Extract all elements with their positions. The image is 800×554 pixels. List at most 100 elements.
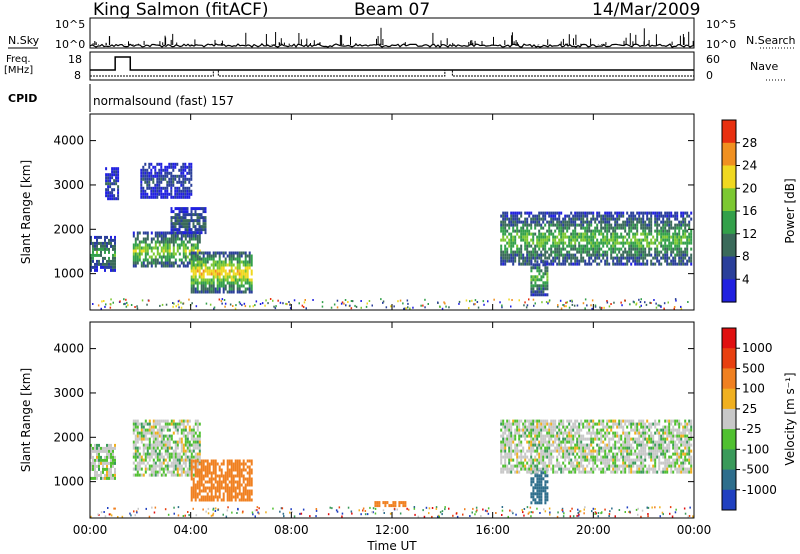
speckle bbox=[601, 511, 603, 514]
speckle bbox=[594, 304, 597, 307]
speckle bbox=[565, 305, 567, 308]
speckle bbox=[655, 302, 657, 305]
speckle bbox=[393, 305, 395, 308]
speckle bbox=[134, 306, 136, 308]
speckle bbox=[559, 299, 562, 302]
nsearch-spike bbox=[440, 40, 442, 45]
y-tick-label: 2000 bbox=[53, 222, 84, 236]
nsearch-spike bbox=[283, 42, 285, 45]
speckle bbox=[591, 510, 593, 513]
speckle bbox=[591, 307, 593, 310]
colorbar-tick-label: 12 bbox=[742, 227, 757, 241]
speckle bbox=[471, 511, 473, 514]
speckle bbox=[264, 304, 266, 307]
speckle bbox=[510, 305, 512, 308]
x-tick-label: 04:00 bbox=[173, 523, 208, 537]
speckle bbox=[389, 512, 392, 515]
speckle bbox=[187, 511, 189, 513]
speckle bbox=[515, 513, 517, 516]
colorbar-swatch bbox=[722, 165, 736, 189]
speckle bbox=[647, 506, 650, 509]
colorbar-swatch bbox=[722, 469, 736, 491]
nsearch-spike bbox=[511, 35, 513, 45]
speckle bbox=[330, 306, 333, 309]
speckle bbox=[148, 515, 151, 518]
speckle bbox=[536, 507, 538, 510]
speckle bbox=[360, 306, 362, 309]
speckle bbox=[380, 298, 382, 301]
speckle bbox=[309, 515, 311, 518]
speckle bbox=[474, 299, 477, 302]
speckle bbox=[444, 302, 446, 305]
y-tick-label: 1000 bbox=[53, 267, 84, 281]
nsearch-spike bbox=[481, 41, 483, 45]
nsearch-spike bbox=[279, 43, 281, 45]
speckle bbox=[487, 512, 490, 515]
speckle bbox=[532, 298, 535, 301]
speckle bbox=[549, 513, 551, 516]
speckle bbox=[688, 515, 691, 517]
speckle bbox=[557, 304, 559, 307]
nsearch-spike bbox=[94, 41, 96, 45]
speckle bbox=[545, 301, 548, 303]
x-tick-label: 20:00 bbox=[576, 523, 611, 537]
speckle bbox=[403, 307, 406, 310]
freq-tick-high: 18 bbox=[68, 53, 82, 66]
speckle bbox=[177, 506, 180, 509]
data-region bbox=[530, 260, 549, 297]
speckle bbox=[577, 512, 579, 514]
speckle bbox=[557, 511, 559, 514]
speckle bbox=[644, 301, 646, 304]
speckle bbox=[273, 305, 275, 308]
nsearch-spike bbox=[98, 44, 99, 45]
nsearch-spike bbox=[95, 42, 97, 45]
speckle bbox=[243, 302, 246, 305]
speckle bbox=[141, 299, 144, 302]
speckle bbox=[428, 507, 431, 510]
nsearch-spike bbox=[214, 39, 216, 45]
freq-tick-low: 8 bbox=[74, 69, 81, 82]
speckle bbox=[180, 301, 182, 304]
speckle bbox=[265, 511, 267, 514]
nsearch-spike bbox=[280, 38, 282, 45]
speckle bbox=[238, 301, 241, 304]
speckle bbox=[526, 506, 529, 509]
speckle bbox=[548, 299, 551, 302]
y-tick-label: 2000 bbox=[53, 430, 84, 444]
speckle bbox=[675, 299, 677, 302]
data-region bbox=[90, 235, 116, 272]
speckle bbox=[578, 510, 581, 513]
nsearch-spike bbox=[562, 38, 564, 45]
data-region bbox=[132, 231, 201, 268]
speckle bbox=[431, 507, 434, 509]
speckle bbox=[127, 304, 129, 307]
speckle bbox=[662, 513, 664, 516]
nsearch-spike bbox=[474, 40, 476, 45]
data-region bbox=[190, 459, 253, 502]
colorbar-label: Velocity [m s⁻¹] bbox=[783, 372, 797, 465]
data-region bbox=[170, 207, 207, 235]
speckle bbox=[633, 301, 635, 304]
speckle bbox=[126, 301, 128, 304]
speckle bbox=[304, 299, 306, 301]
colorbar-tick-label: 28 bbox=[742, 136, 757, 150]
nsearch-spike bbox=[560, 41, 562, 45]
speckle bbox=[390, 305, 392, 308]
speckle bbox=[608, 515, 610, 517]
nsearch-spike bbox=[350, 36, 351, 45]
nsearch-spike bbox=[655, 34, 657, 45]
speckle bbox=[646, 506, 648, 509]
nsearch-spike bbox=[575, 34, 577, 45]
nsearch-spike bbox=[380, 27, 382, 45]
speckle bbox=[192, 507, 194, 510]
colorbar-swatch bbox=[722, 328, 736, 349]
nsearch-spike bbox=[515, 40, 517, 45]
speckle bbox=[360, 300, 362, 302]
speckle bbox=[281, 507, 284, 510]
colorbar-tick-label: 500 bbox=[742, 361, 765, 375]
colorbar-tick-label: -1000 bbox=[742, 483, 777, 497]
speckle bbox=[657, 304, 659, 307]
speckle bbox=[637, 513, 639, 516]
nsearch-spike bbox=[143, 40, 145, 45]
speckle bbox=[252, 305, 254, 308]
